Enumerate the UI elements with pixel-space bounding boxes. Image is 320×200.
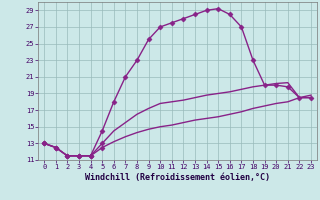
- X-axis label: Windchill (Refroidissement éolien,°C): Windchill (Refroidissement éolien,°C): [85, 173, 270, 182]
